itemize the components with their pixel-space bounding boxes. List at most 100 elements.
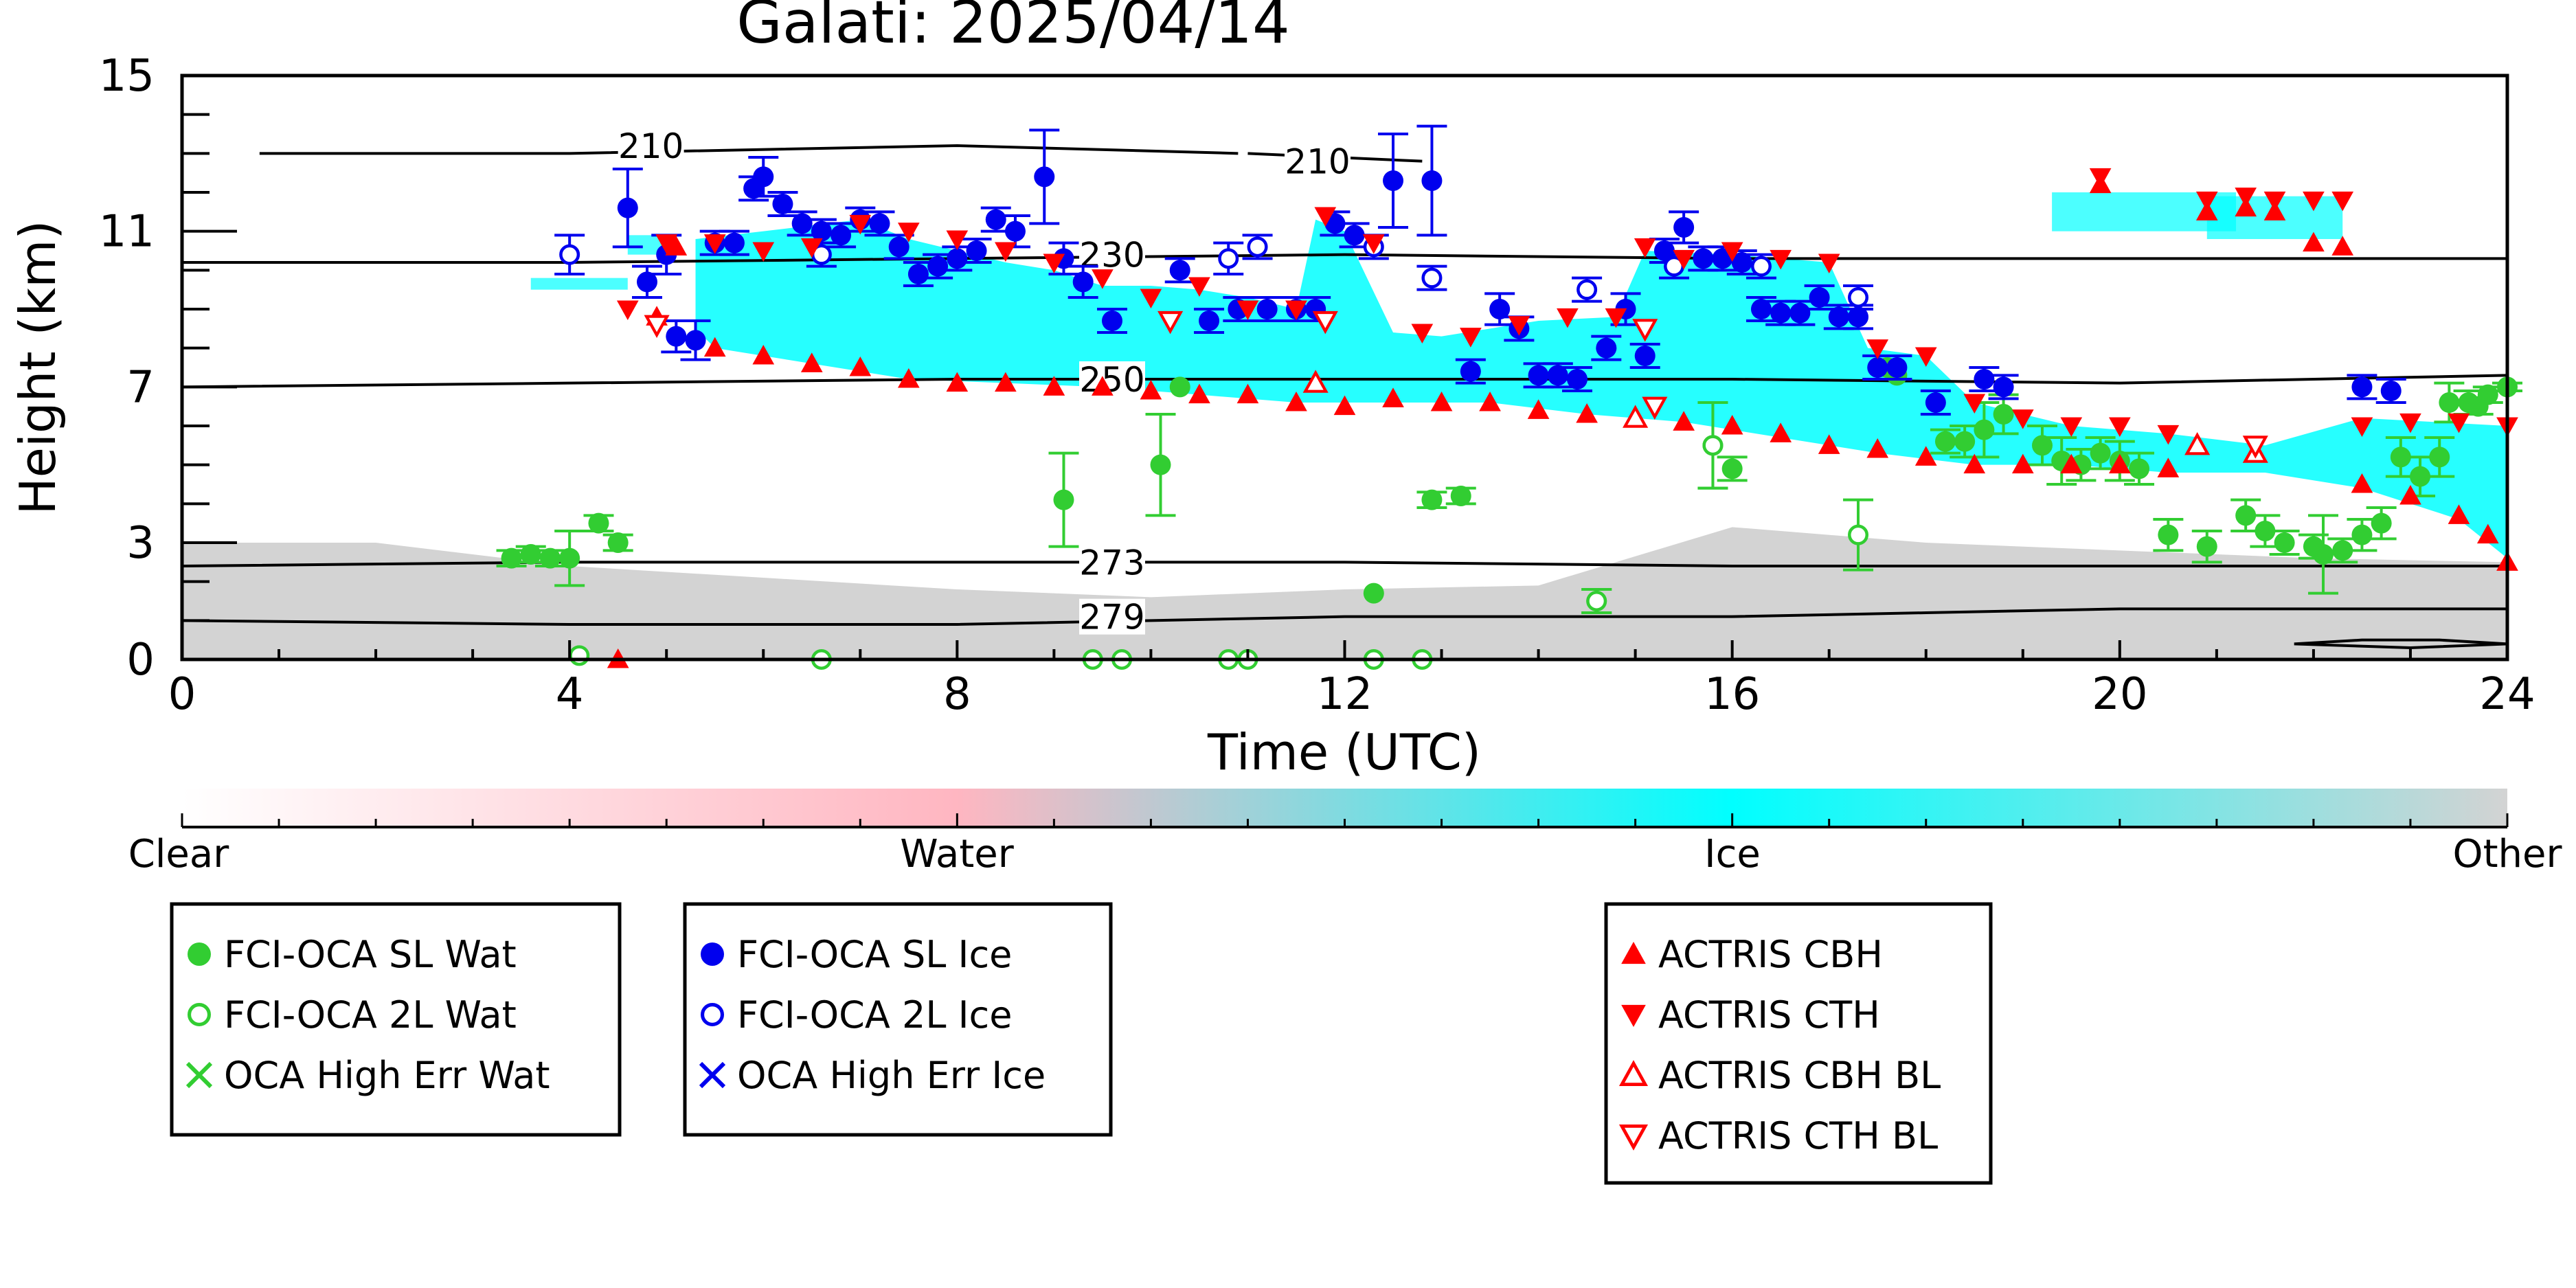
actris-cbh-point [1188,383,1210,404]
fci-oca-sl-wat-point [2439,392,2460,413]
fci-oca-2l-ice-point [1848,287,1869,308]
fci-oca-sl-ice-point [1993,376,2014,398]
actris-cth-point [1092,269,1114,289]
fci-oca-sl-ice-point [1974,369,1995,389]
y-tick-label: 15 [99,51,155,102]
actris-cth-point [655,234,678,254]
actris-cth-point [2089,168,2112,188]
actris-cbh-point [2476,523,2499,544]
fci-oca-sl-ice-point [1848,306,1869,328]
actris-cbh-point [2011,453,2034,474]
fci-oca-sl-wat-point [1450,486,1471,506]
chart-title: Galati: 2025/04/14 [736,0,1290,57]
fci-oca-sl-ice-point [1256,299,1278,319]
fci-oca-sl-ice-point [1383,170,1404,191]
actris-cbh-point [1043,376,1065,396]
actris-cbh-point [752,344,775,365]
actris-cbh-point [946,372,969,392]
actris-cth-point [1557,308,1579,328]
actris-cth-point [2108,417,2131,438]
contour-line [181,374,2508,389]
fci-oca-sl-wat-point [2129,458,2150,479]
fci-oca-sl-ice-point [1886,357,1908,378]
legend-marker [187,1003,211,1027]
contour-label: 273 [1079,543,1144,583]
fci-oca-sl-ice-point [1634,346,1656,366]
x-tick-label: 16 [1704,669,1760,720]
axes: 0 4 8 12 16 20 24 0 3 7 11 15 [99,51,2535,720]
actris-cth-point [1285,300,1307,321]
colorbar-ticks [181,813,2509,827]
actris-cth-bl-point [1157,310,1184,335]
actris-cbh-point [2108,453,2131,474]
fci-oca-sl-wat-point [520,544,541,565]
actris-cth-point [1605,308,1627,328]
fci-oca-sl-ice-point [1547,365,1568,386]
legend-label: ACTRIS CTH BL [1658,1114,1938,1157]
actris-cbh-point [2399,484,2421,505]
actris-cbh-point [1382,387,1404,407]
fci-oca-sl-ice-point [1460,361,1481,382]
actris-cbh-bl-point [2184,432,2211,455]
fci-oca-sl-ice-point [1693,248,1714,269]
y-tick-label: 7 [126,362,155,413]
actris-cth-point [2235,188,2257,207]
fci-oca-sl-ice-point [1034,166,1055,188]
x-tick-label: 20 [2092,669,2147,720]
fci-oca-sl-ice-point [1344,225,1365,246]
legend-marker [185,1061,213,1089]
contour-label-bg [1079,361,1145,397]
fci-oca-sl-ice-point [637,271,657,293]
actris-cth-point [752,242,775,262]
contour-line [2294,638,2508,650]
actris-cth-point [1963,394,1986,414]
fci-oca-sl-ice-point [1789,302,1811,324]
legend-marker [1621,1004,1646,1028]
fci-oca-sl-ice-point [1004,221,1026,242]
fci-oca-sl-wat-point [1421,489,1443,510]
actris-cth-point [800,238,823,258]
fci-oca-sl-wat-point [559,547,580,569]
actris-cth-bl-point [1312,310,1338,335]
fci-oca-sl-wat-point [2410,466,2431,487]
actris-cth-bl-point [644,315,670,338]
legend-box [170,902,622,1137]
legend-marker [700,1003,724,1027]
actris-cth-point [1362,234,1385,254]
fci-oca-sl-ice-point [1421,170,1443,191]
fci-oca-sl-wat-point [501,547,522,569]
fci-oca-sl-ice-point [2380,381,2402,401]
actris-cth-point [1043,253,1065,274]
contour-label: 279 [1079,598,1144,637]
fci-oca-2l-ice-point [1247,236,1268,258]
legend-marker [699,1061,726,1089]
ice-cloud-layer [695,219,2508,558]
actris-cbh-point [1770,422,1792,442]
actris-cbh-point [1576,403,1598,423]
colorbar-label-clear: Clear [128,832,229,877]
contour-label-bg [618,128,684,163]
actris-cth-point [2263,191,2286,212]
contour-label: 210 [1285,142,1350,182]
fci-oca-sl-ice-point [753,166,774,188]
fci-oca-sl-ice-point [1596,337,1617,359]
legend-label: FCI-OCA SL Ice [737,933,1012,976]
legend-marker [188,942,211,966]
actris-cth-point [1914,347,1937,368]
actris-cth-point [2331,191,2354,212]
fci-oca-sl-wat-point [1721,458,1743,479]
fci-oca-2l-wat-point [1702,435,1724,456]
fci-oca-sl-wat-point [2235,505,2257,526]
legend-marker [1618,1125,1649,1151]
x-tick-label: 12 [1317,669,1372,720]
actris-cth-point [2351,417,2373,438]
legend-label: ACTRIS CTH [1658,993,1880,1037]
actris-cth-bl-point [1642,396,1668,420]
actris-cth-point [1411,324,1434,344]
fci-oca-sl-wat-point [1974,419,1995,440]
fci-oca-sl-ice-point [1489,299,1511,319]
fci-oca-sl-ice-point [685,330,706,351]
fci-oca-sl-ice-point [947,248,968,269]
actris-cth-point [1236,300,1259,321]
actris-cth-point [1721,242,1743,262]
